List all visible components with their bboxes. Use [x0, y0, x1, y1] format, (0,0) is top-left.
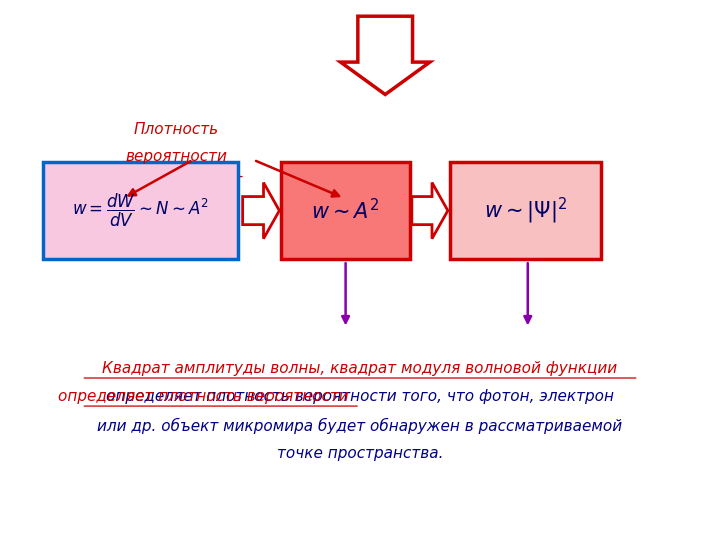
FancyBboxPatch shape	[43, 162, 238, 259]
Text: $w \sim |\Psi|^{2}$: $w \sim |\Psi|^{2}$	[484, 195, 567, 226]
Polygon shape	[412, 183, 448, 239]
Text: определяет плотность вероятности того, что фотон, электрон: определяет плотность вероятности того, ч…	[106, 389, 614, 404]
FancyBboxPatch shape	[281, 162, 410, 259]
FancyBboxPatch shape	[450, 162, 601, 259]
Polygon shape	[243, 183, 279, 239]
Text: $w = \dfrac{dW}{dV} \sim N \sim A^{2}$: $w = \dfrac{dW}{dV} \sim N \sim A^{2}$	[72, 192, 209, 229]
Text: Квадрат амплитуды волны, квадрат модуля волновой функции: Квадрат амплитуды волны, квадрат модуля …	[102, 361, 618, 376]
Polygon shape	[341, 16, 430, 94]
Text: точке пространства.: точке пространства.	[276, 446, 444, 461]
Text: вероятности: вероятности	[125, 149, 228, 164]
Text: $w \sim A^{2}$: $w \sim A^{2}$	[312, 198, 379, 223]
Text: определяет плотность вероятности: определяет плотность вероятности	[58, 389, 354, 404]
Text: или др. объект микромира будет обнаружен в рассматриваемой: или др. объект микромира будет обнаружен…	[97, 417, 623, 434]
Text: Плотность: Плотность	[134, 122, 219, 137]
